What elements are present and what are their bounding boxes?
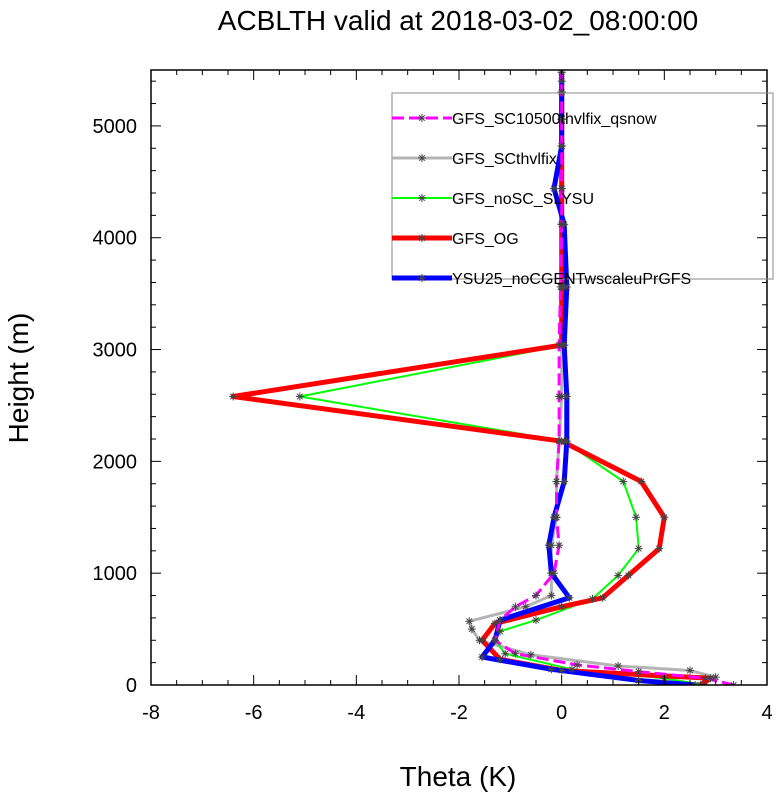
- data-point-marker: [511, 649, 520, 658]
- data-point-marker: [701, 681, 710, 685]
- data-point-marker: [547, 665, 556, 674]
- data-point-marker: [701, 674, 710, 683]
- data-point-marker: [637, 477, 646, 486]
- data-point-marker: [478, 636, 487, 645]
- data-point-marker: [557, 142, 566, 151]
- data-point-marker: [691, 681, 700, 685]
- data-point-marker: [555, 341, 564, 350]
- data-point-marker: [532, 591, 540, 600]
- x-tick-label: -6: [245, 702, 263, 724]
- data-point-marker: [467, 625, 476, 634]
- y-tick-label: 4000: [93, 228, 138, 250]
- data-point-marker: [634, 667, 643, 676]
- y-tick-label: 5000: [93, 116, 138, 138]
- data-point-marker: [465, 617, 474, 626]
- data-point-marker: [418, 154, 426, 162]
- data-point-marker: [552, 513, 561, 522]
- data-point-marker: [555, 437, 564, 446]
- data-point-marker: [557, 666, 566, 675]
- data-point-marker: [565, 593, 574, 602]
- data-point-marker: [555, 541, 564, 550]
- legend-label: GFS_SC10500thvlfix_qsnow: [452, 111, 657, 128]
- data-point-marker: [619, 477, 628, 486]
- x-tick-label: 4: [761, 702, 772, 724]
- data-point-marker: [496, 627, 505, 636]
- data-point-marker: [686, 666, 694, 675]
- data-point-marker: [496, 616, 505, 625]
- data-point-marker: [490, 619, 499, 628]
- data-point-marker: [549, 569, 558, 578]
- data-point-marker: [478, 653, 487, 662]
- x-tick-label: -8: [142, 702, 160, 724]
- x-axis-title: Theta (K): [400, 761, 517, 792]
- data-point-marker: [573, 660, 582, 669]
- legend-label: YSU25_noCGENTwscaleuPrGFS: [452, 271, 691, 288]
- data-point-marker: [418, 234, 426, 242]
- data-point-marker: [547, 591, 556, 600]
- data-point-marker: [496, 655, 505, 664]
- data-point-marker: [501, 649, 510, 658]
- data-point-marker: [511, 602, 520, 611]
- data-point-marker: [229, 392, 238, 401]
- series-group: [229, 70, 738, 685]
- data-point-marker: [588, 594, 597, 603]
- data-point-marker: [556, 282, 565, 291]
- data-point-marker: [562, 437, 571, 446]
- y-tick-label: 2000: [93, 451, 138, 473]
- data-point-marker: [660, 513, 669, 522]
- data-point-marker: [544, 541, 553, 550]
- data-point-marker: [557, 115, 566, 124]
- data-point-marker: [557, 220, 566, 229]
- data-point-marker: [711, 673, 720, 682]
- legend-box: [391, 92, 774, 280]
- legend: GFS_SC10500thvlfix_qsnow GFS_SCthvlfix GFS…: [391, 92, 774, 288]
- data-point-marker: [418, 114, 426, 122]
- y-tick-label: 1000: [93, 563, 138, 585]
- data-point-marker: [490, 636, 499, 645]
- data-point-marker: [567, 665, 576, 674]
- data-point-marker: [655, 544, 664, 553]
- data-point-marker: [624, 571, 633, 580]
- y-tick-label: 3000: [93, 340, 138, 362]
- x-tick-label: 2: [659, 702, 670, 724]
- legend-label: GFS_noSC_SLYSU: [452, 191, 594, 208]
- plot-area: [229, 70, 738, 685]
- x-tick-label: -2: [450, 702, 468, 724]
- data-point-marker: [598, 593, 607, 602]
- data-point-marker: [557, 184, 566, 193]
- data-point-marker: [634, 544, 643, 553]
- data-point-marker: [557, 88, 566, 97]
- y-axis-title: Height (m): [3, 313, 34, 444]
- data-point-marker: [521, 602, 530, 611]
- axes: -8 -6 -4 -2 0 2 4 0 1000 2000 3000 4000 5000: [93, 69, 773, 724]
- data-point-marker: [552, 477, 561, 486]
- data-point-marker: [614, 571, 623, 580]
- data-point-marker: [557, 77, 566, 86]
- data-point-marker: [557, 602, 566, 611]
- chart-title: ACBLTH valid at 2018-03-02_08:00:00: [218, 5, 698, 36]
- data-point-marker: [532, 616, 540, 625]
- legend-label: GFS_OG: [452, 231, 519, 248]
- data-point-marker: [706, 674, 715, 683]
- data-point-marker: [729, 681, 738, 685]
- x-tick-label: -4: [347, 702, 365, 724]
- series-line: [479, 72, 696, 685]
- data-point-marker: [614, 661, 623, 670]
- data-point-marker: [526, 650, 535, 659]
- data-point-marker: [560, 477, 569, 486]
- data-point-marker: [632, 513, 641, 522]
- legend-label: GFS_SCthvlfix: [452, 151, 557, 168]
- y-tick-label: 0: [126, 675, 137, 697]
- data-point-marker: [418, 194, 426, 202]
- x-tick-label: 0: [556, 702, 567, 724]
- data-point-marker: [418, 274, 426, 282]
- data-point-marker: [295, 392, 304, 401]
- data-point-marker: [555, 392, 564, 401]
- data-point-marker: [549, 184, 558, 193]
- data-point-marker: [562, 392, 571, 401]
- data-point-marker: [696, 681, 705, 685]
